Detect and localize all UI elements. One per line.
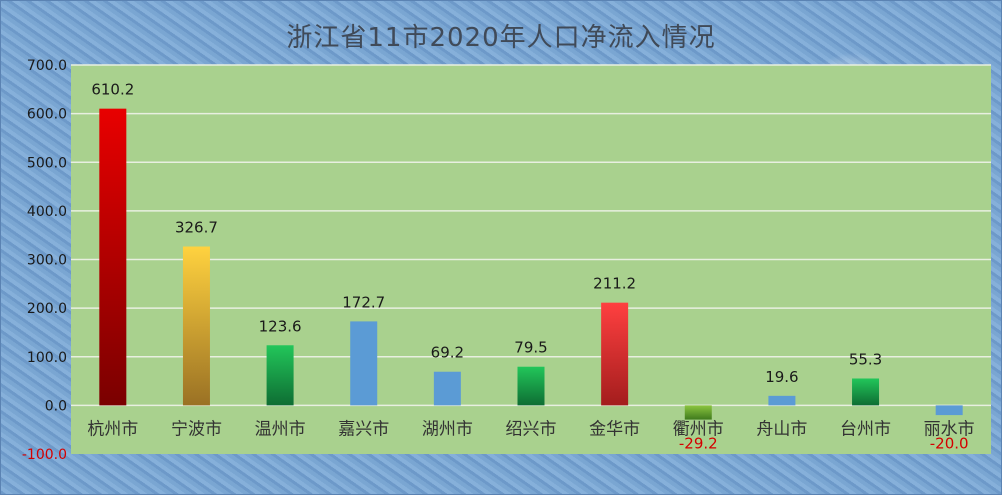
category-label: 湖州市: [422, 419, 473, 439]
data-label: 172.7: [342, 293, 385, 311]
data-label: -20.0: [930, 434, 969, 452]
category-label: 杭州市: [87, 419, 138, 439]
bar: [517, 366, 545, 406]
category-label: 宁波市: [171, 419, 222, 439]
category-label: 衢州市: [673, 418, 724, 439]
chart-title: 浙江省11市2020年人口净流入情况: [286, 23, 716, 53]
data-label: 69.2: [431, 344, 464, 362]
y-tick-label: 300.0: [27, 253, 67, 269]
bar: [266, 345, 294, 406]
y-tick-label: 0.0: [45, 398, 67, 414]
y-tick-label: 500.0: [27, 155, 67, 171]
bar: [768, 395, 796, 406]
bar: [182, 246, 210, 406]
data-label: 211.2: [593, 275, 636, 293]
bar: [935, 405, 963, 416]
category-label: 绍兴市: [506, 419, 557, 439]
bar: [433, 371, 461, 406]
data-label: 326.7: [175, 219, 218, 237]
bar: [99, 108, 127, 406]
bar: [684, 405, 712, 420]
y-tick-label: 100.0: [27, 350, 67, 366]
category-label: 金华市: [589, 419, 640, 439]
y-tick-label: 400.0: [27, 204, 67, 220]
category-label: 台州市: [840, 419, 891, 439]
bar: [350, 321, 378, 406]
y-tick-label: 600.0: [27, 107, 67, 123]
category-label: 温州市: [255, 419, 306, 439]
data-label: 79.5: [514, 339, 547, 357]
y-tick-label: -100.0: [22, 447, 67, 463]
category-label: 舟山市: [756, 419, 807, 439]
data-label: 123.6: [259, 317, 302, 335]
y-tick-label: 700.0: [27, 58, 67, 74]
data-label: 19.6: [765, 368, 798, 386]
y-tick-label: 200.0: [27, 301, 67, 317]
data-label: 610.2: [91, 81, 134, 99]
category-label: 丽水市: [924, 419, 975, 439]
category-label: 嘉兴市: [338, 419, 389, 439]
data-label: -29.2: [679, 434, 718, 452]
data-label: 55.3: [849, 350, 882, 368]
bar: [852, 378, 880, 406]
bar: [601, 302, 629, 406]
